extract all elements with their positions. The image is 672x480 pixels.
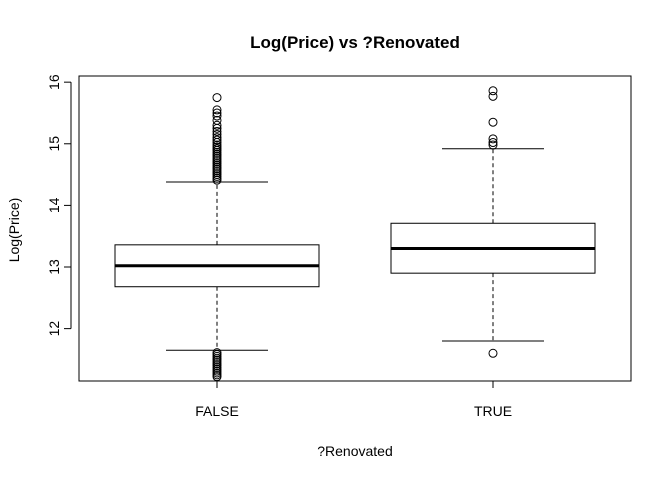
outlier-point — [488, 117, 498, 127]
outlier-point — [488, 86, 498, 96]
y-tick-label: 13 — [46, 259, 62, 275]
outlier-point — [212, 111, 222, 121]
outlier-point — [212, 120, 222, 130]
y-tick-label: 14 — [46, 197, 62, 213]
outlier-point — [212, 105, 222, 115]
outlier-point — [212, 126, 222, 136]
x-tick-label: FALSE — [195, 403, 239, 419]
x-axis: FALSE TRUE — [195, 380, 512, 419]
box-group — [114, 86, 596, 382]
outlier-point — [212, 348, 222, 358]
outlier-point — [212, 135, 222, 145]
y-tick-label: 12 — [46, 321, 62, 337]
chart-title: Log(Price) vs ?Renovated — [250, 33, 460, 52]
x-axis-label: ?Renovated — [317, 443, 393, 459]
outlier-point — [488, 140, 498, 150]
outlier-point — [212, 108, 222, 118]
outlier-point — [212, 133, 222, 143]
outlier-point — [212, 115, 222, 125]
x-tick-label: TRUE — [474, 403, 512, 419]
outlier-point — [212, 140, 222, 150]
y-tick-label: 16 — [46, 74, 62, 90]
y-axis-label: Log(Price) — [6, 198, 22, 263]
outlier-point — [212, 130, 222, 140]
outlier-point — [488, 134, 498, 144]
y-tick-label: 15 — [46, 136, 62, 152]
box-true — [390, 86, 596, 358]
outlier-point — [212, 93, 222, 103]
outlier-point — [488, 348, 498, 358]
outlier-point — [488, 91, 498, 101]
box-false — [114, 93, 320, 382]
y-axis: 12 13 14 15 16 — [46, 74, 72, 337]
outlier-point — [488, 138, 498, 148]
